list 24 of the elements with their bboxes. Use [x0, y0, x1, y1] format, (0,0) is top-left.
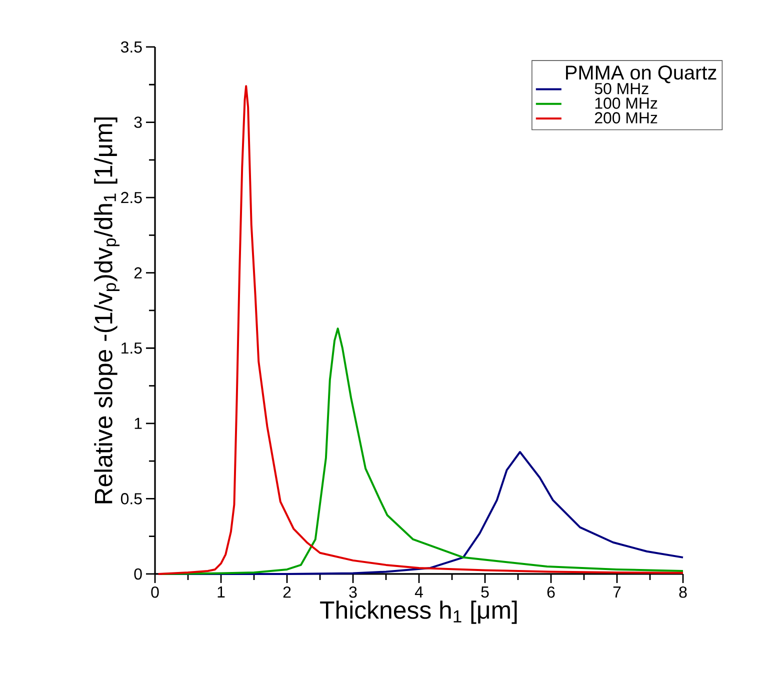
x-tick-label: 5: [481, 586, 489, 598]
legend-label: 50 MHz: [594, 82, 648, 94]
y-tick-label: 0: [134, 568, 142, 580]
y-tick-label: 2.5: [121, 192, 142, 204]
legend-label: 200 MHz: [594, 112, 658, 124]
y-tick-label: 1.5: [122, 342, 142, 354]
y-axis-title: Relative slope -(1/v$_{p}$)dv$_{p}$/dh$_{1}$ [1/μm]: [94, 117, 120, 504]
x-tick-label: 8: [679, 586, 687, 598]
x-tick-label: 3: [349, 586, 357, 598]
x-tick-label: 2: [283, 586, 291, 598]
legend-title: PMMA on Quartz: [566, 66, 716, 84]
x-tick-label: 7: [613, 586, 621, 598]
y-tick-label: 0.5: [120, 493, 142, 504]
x-tick-label: 0: [151, 586, 159, 598]
legend-label: 100 MHz: [595, 98, 658, 109]
x-tick-label: 4: [414, 586, 423, 598]
y-tick-label: 3: [134, 116, 142, 128]
x-tick-label: 6: [547, 586, 555, 598]
x-axis-title: Thickness h$_{1}$ [μm]: [320, 600, 517, 624]
y-tick-label: 1: [134, 418, 142, 429]
x-tick-label: 1: [218, 586, 225, 598]
line-series: [160, 328, 684, 575]
y-tick-label: 3.5: [120, 41, 142, 53]
y-tick-label: 2: [134, 267, 142, 278]
